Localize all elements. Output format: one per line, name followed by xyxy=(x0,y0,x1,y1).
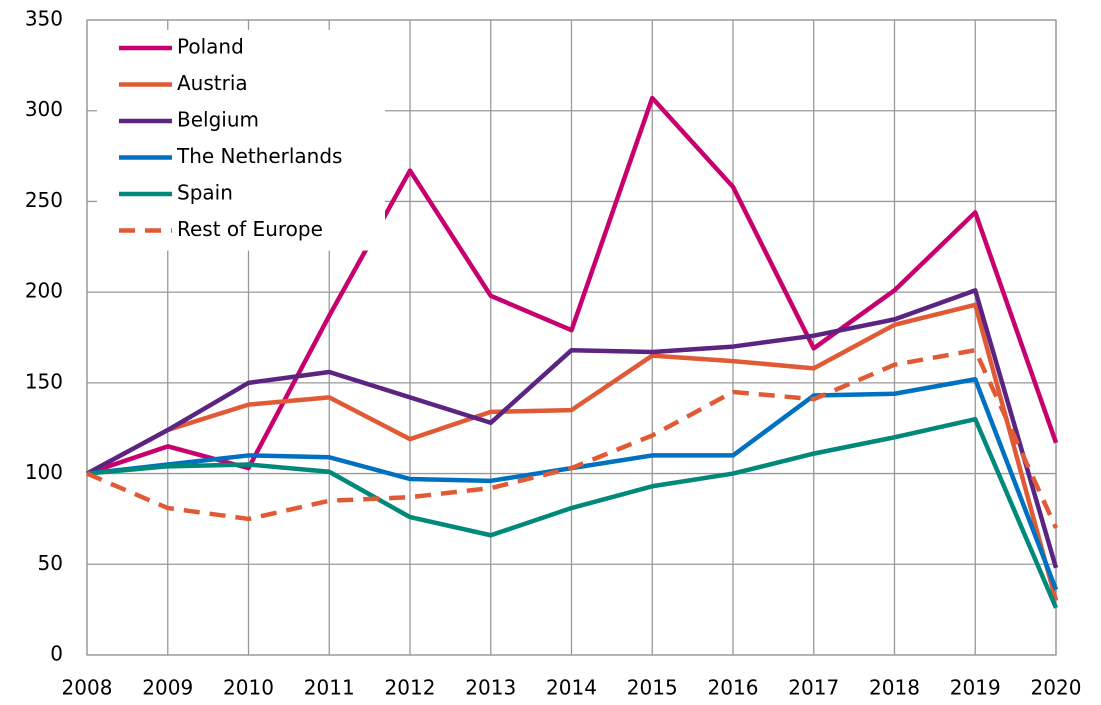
y-tick-label: 350 xyxy=(25,7,63,31)
x-tick-label: 2018 xyxy=(869,676,920,700)
x-tick-label: 2017 xyxy=(788,676,839,700)
x-tick-label: 2008 xyxy=(62,676,113,700)
series-line xyxy=(86,347,1059,529)
plot-border xyxy=(86,19,1057,656)
series-line xyxy=(85,302,1059,602)
x-tick-label: 2013 xyxy=(465,676,516,700)
y-tick-label: 250 xyxy=(25,188,63,212)
y-tick-label: 50 xyxy=(38,551,63,575)
series-line xyxy=(85,288,1059,569)
y-tick-label: 100 xyxy=(25,460,63,484)
y-tick-label: 200 xyxy=(25,279,63,303)
y-tick-label: 0 xyxy=(50,642,63,666)
series-line xyxy=(86,416,1059,609)
x-tick-label: 2020 xyxy=(1031,676,1082,700)
x-tick-label: 2012 xyxy=(385,676,436,700)
x-tick-label: 2011 xyxy=(304,676,355,700)
legend-label: Rest of Europe xyxy=(177,217,323,241)
legend-label: Spain xyxy=(177,181,233,205)
legend-label: Belgium xyxy=(177,108,259,132)
y-tick-label: 300 xyxy=(25,97,63,121)
legend-box xyxy=(97,30,385,251)
y-tick-label: 150 xyxy=(25,369,63,393)
legend-label: Austria xyxy=(177,71,248,95)
legend-label: The Netherlands xyxy=(176,144,342,168)
x-tick-label: 2010 xyxy=(223,676,274,700)
legend-label: Poland xyxy=(177,35,244,59)
x-tick-label: 2015 xyxy=(627,676,678,700)
x-tick-label: 2019 xyxy=(950,676,1001,700)
series-line xyxy=(86,95,1059,476)
x-tick-label: 2009 xyxy=(142,676,193,700)
x-tick-label: 2014 xyxy=(546,676,597,700)
x-tick-label: 2016 xyxy=(708,676,759,700)
